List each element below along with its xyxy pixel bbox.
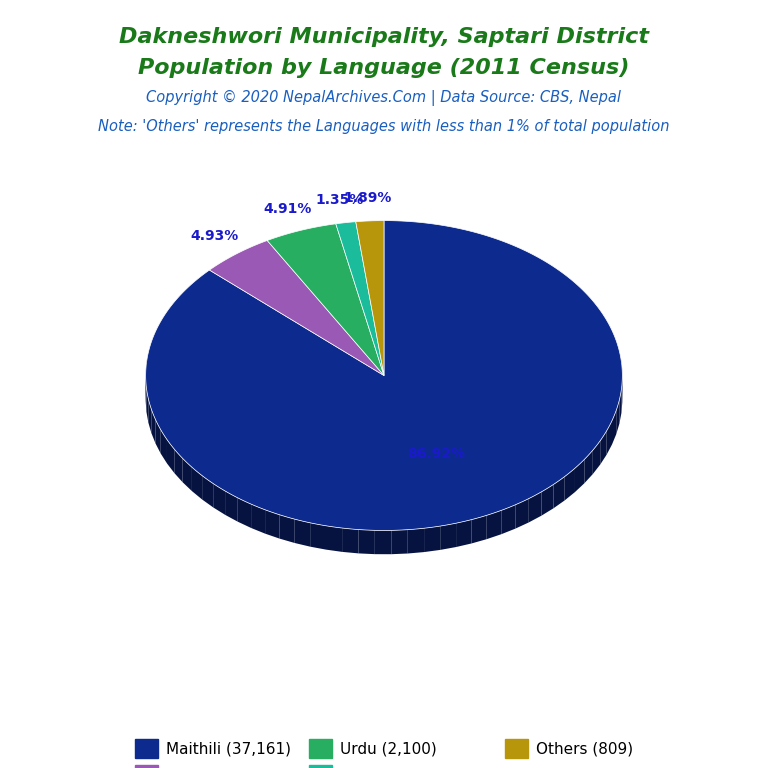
Polygon shape <box>214 484 225 515</box>
Polygon shape <box>575 459 584 492</box>
Polygon shape <box>192 467 202 499</box>
Text: 4.93%: 4.93% <box>190 229 239 243</box>
Text: 1.89%: 1.89% <box>343 190 392 205</box>
Polygon shape <box>554 477 564 508</box>
Polygon shape <box>584 450 593 483</box>
Text: 86.92%: 86.92% <box>407 447 465 461</box>
Polygon shape <box>310 523 326 550</box>
Text: Note: 'Others' represents the Languages with less than 1% of total population: Note: 'Others' represents the Languages … <box>98 119 670 134</box>
Polygon shape <box>174 449 183 482</box>
Polygon shape <box>375 531 392 554</box>
Polygon shape <box>593 441 601 474</box>
Polygon shape <box>148 399 151 433</box>
Polygon shape <box>502 505 515 535</box>
Polygon shape <box>515 498 529 528</box>
Polygon shape <box>356 220 384 376</box>
Polygon shape <box>456 520 472 547</box>
Polygon shape <box>359 530 375 554</box>
Polygon shape <box>607 421 612 455</box>
Polygon shape <box>342 528 359 554</box>
Polygon shape <box>210 240 384 376</box>
Polygon shape <box>472 515 487 544</box>
Polygon shape <box>225 491 238 521</box>
Polygon shape <box>146 220 622 531</box>
Text: Copyright © 2020 NepalArchives.Com | Data Source: CBS, Nepal: Copyright © 2020 NepalArchives.Com | Dat… <box>147 90 621 106</box>
Polygon shape <box>601 431 607 465</box>
Polygon shape <box>251 504 265 534</box>
Polygon shape <box>612 410 616 445</box>
Polygon shape <box>541 485 554 515</box>
Polygon shape <box>151 409 155 443</box>
Polygon shape <box>267 223 384 376</box>
Polygon shape <box>280 515 295 543</box>
Polygon shape <box>161 429 167 463</box>
Polygon shape <box>621 357 622 392</box>
Polygon shape <box>202 475 214 508</box>
Polygon shape <box>336 222 384 376</box>
Polygon shape <box>265 510 280 538</box>
Polygon shape <box>183 458 192 491</box>
Polygon shape <box>155 419 161 454</box>
Legend: Maithili (37,161), Tharu (2,107), Urdu (2,100), Not Reported (577), Others (809): Maithili (37,161), Tharu (2,107), Urdu (… <box>129 733 639 768</box>
Polygon shape <box>440 523 456 550</box>
Polygon shape <box>620 389 621 424</box>
Text: 1.35%: 1.35% <box>316 193 364 207</box>
Polygon shape <box>238 498 251 528</box>
Polygon shape <box>146 356 147 390</box>
Polygon shape <box>616 400 620 434</box>
Polygon shape <box>167 439 174 473</box>
Polygon shape <box>487 511 502 539</box>
Polygon shape <box>621 379 622 413</box>
Text: Dakneshwori Municipality, Saptari District: Dakneshwori Municipality, Saptari Distri… <box>119 27 649 47</box>
Text: 4.91%: 4.91% <box>264 202 312 216</box>
Polygon shape <box>392 530 408 554</box>
Polygon shape <box>326 526 342 552</box>
Polygon shape <box>529 492 541 522</box>
Polygon shape <box>408 528 424 554</box>
Polygon shape <box>147 388 148 422</box>
Polygon shape <box>295 519 310 547</box>
Polygon shape <box>424 526 440 552</box>
Polygon shape <box>564 468 575 501</box>
Text: Population by Language (2011 Census): Population by Language (2011 Census) <box>138 58 630 78</box>
